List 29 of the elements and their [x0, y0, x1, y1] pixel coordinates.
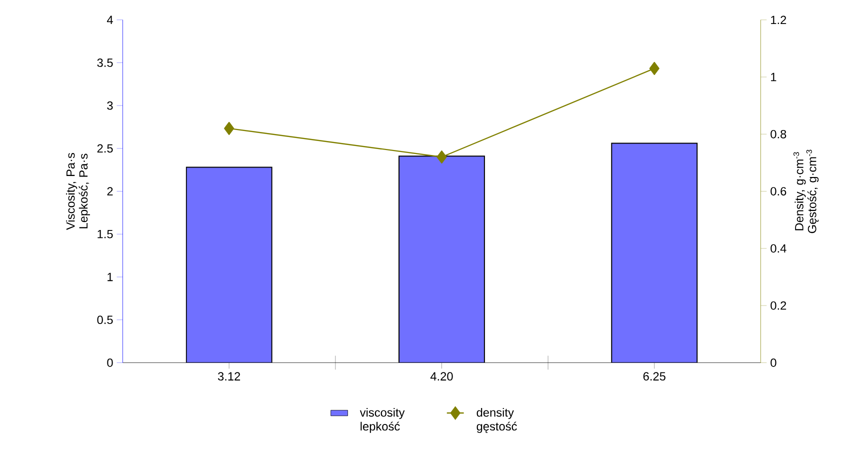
point [436, 150, 447, 164]
legend-label: density gęstość [476, 408, 517, 433]
point [649, 62, 660, 75]
y-tick-label: 3.5 [97, 58, 113, 67]
bar [398, 156, 485, 363]
y-tick-label: 2.5 [97, 144, 113, 153]
y2-tick-label: 1.2 [771, 16, 786, 24]
y2-tick-label: 0.6 [770, 187, 786, 196]
y-tick-label: 0 [107, 358, 113, 367]
x-tick-label: 3.12 [218, 372, 240, 381]
y-tick-label: 1.5 [98, 230, 113, 238]
y-axis-title: Viscosity, Pa·s Lepkość, Pa·s [66, 152, 90, 230]
y2-tick-label: 0.4 [770, 244, 786, 253]
y2-tick-label: 0.2 [770, 301, 786, 310]
y-tick-label: 3 [107, 101, 113, 110]
y2-tick-label: 0 [770, 358, 776, 367]
legend-label: viscosity lepkość [360, 408, 405, 433]
y2-tick-label: 1 [771, 72, 776, 82]
y-tick-label: 0.5 [97, 316, 113, 324]
point [224, 122, 234, 135]
y-tick-label: 2 [107, 187, 113, 196]
y-tick-label: 1 [108, 272, 113, 282]
y2-axis-title: Density, g·cm$^{-3}$ Gęstość, g·cm$^{-3}$ [793, 150, 819, 234]
x-tick-label: 4.20 [430, 372, 453, 381]
bar [611, 142, 698, 363]
x-tick-label: 6.25 [643, 372, 666, 381]
y-tick-label: 4 [106, 16, 113, 24]
y2-tick-label: 0.8 [770, 130, 786, 138]
bar [186, 166, 272, 363]
